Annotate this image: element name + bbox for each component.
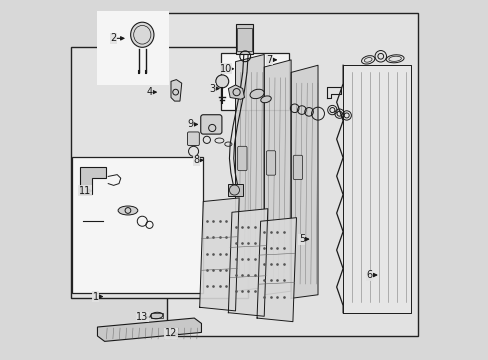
Circle shape (215, 75, 228, 88)
FancyBboxPatch shape (201, 115, 222, 134)
Text: 3: 3 (209, 84, 215, 94)
Bar (150, 313, 163, 319)
Text: 11: 11 (79, 186, 91, 196)
Bar (70, 47, 247, 298)
Polygon shape (228, 209, 267, 316)
Ellipse shape (260, 96, 271, 103)
Polygon shape (80, 167, 106, 194)
Text: 2: 2 (110, 33, 117, 43)
Bar (97, 12, 169, 85)
Polygon shape (264, 60, 290, 295)
Bar (235, 24, 253, 54)
Bar (72, 157, 203, 293)
Bar (221, 53, 289, 110)
FancyBboxPatch shape (266, 151, 275, 175)
Text: 6: 6 (366, 270, 371, 280)
Polygon shape (235, 54, 264, 291)
FancyBboxPatch shape (187, 132, 199, 145)
Bar (237, 28, 251, 51)
Text: 8: 8 (193, 155, 199, 165)
Ellipse shape (150, 312, 163, 319)
FancyBboxPatch shape (237, 146, 246, 171)
FancyBboxPatch shape (293, 155, 302, 180)
Polygon shape (97, 318, 201, 341)
Text: 10: 10 (219, 64, 231, 74)
Text: 7: 7 (266, 55, 272, 65)
Polygon shape (343, 65, 410, 313)
Text: 9: 9 (186, 120, 193, 129)
Text: 5: 5 (298, 234, 305, 244)
Bar (167, 13, 418, 336)
Text: 13: 13 (136, 312, 148, 322)
Polygon shape (171, 80, 182, 101)
Ellipse shape (249, 89, 264, 99)
Polygon shape (290, 65, 317, 298)
Ellipse shape (130, 22, 154, 47)
Polygon shape (199, 198, 239, 311)
Polygon shape (228, 85, 244, 99)
Polygon shape (257, 218, 296, 321)
Bar (228, 184, 242, 196)
Ellipse shape (118, 206, 138, 215)
Text: 4: 4 (146, 87, 152, 97)
Text: 12: 12 (164, 328, 177, 338)
Text: 1: 1 (92, 292, 99, 302)
Bar (97, 12, 169, 85)
